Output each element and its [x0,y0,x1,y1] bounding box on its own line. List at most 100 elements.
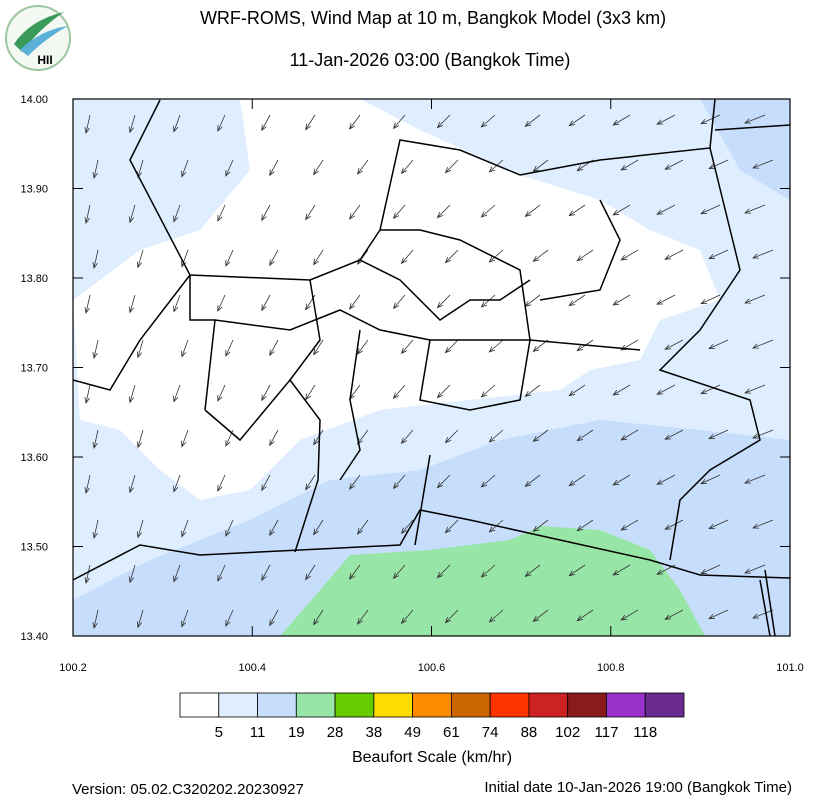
arrow [576,609,594,622]
arrow [524,204,541,217]
colorbar-label: 49 [404,724,421,741]
arrow [612,384,631,396]
x-tick-label: 100.2 [59,662,87,674]
colorbar-label: 19 [288,724,305,741]
arrow [356,609,369,625]
colorbar: 5 11 19 28 38 49 61 74 88 102 117 118 [179,692,685,741]
arrow [480,384,496,398]
arrow [752,609,774,619]
arrow [348,294,361,310]
arrow [524,474,541,487]
title: WRF-ROMS, Wind Map at 10 m, Bangkok Mode… [200,8,666,28]
arrow [181,519,189,538]
arrow [392,294,406,310]
arrow [136,339,144,359]
arrow [612,294,631,306]
arrow [305,474,316,491]
colorbar-title: Beaufort Scale (km/hr) [352,749,512,766]
arrow [444,249,459,264]
arrow [744,204,766,214]
arrow [620,249,639,261]
arrow [436,204,451,219]
arrow [181,159,189,178]
arrow [92,429,99,450]
arrow [612,114,631,126]
arrow [664,609,684,620]
arrow [708,339,729,350]
arrow [444,609,459,624]
colorbar-swatch [450,692,491,718]
arrow [444,429,459,444]
arrow [744,294,766,304]
arrow [181,609,189,628]
arrow [488,249,504,263]
arrow [392,564,406,580]
wind-arrows [84,114,774,630]
arrow [356,519,369,535]
arrow [568,114,586,127]
colorbar-swatch [412,692,452,718]
x-tick-label: 101.0 [776,662,804,674]
arrow [392,474,406,490]
x-tick-label: 100.4 [238,662,266,674]
colorbar-label: 5 [215,724,223,741]
arrow [217,474,226,492]
arrow [128,564,136,584]
arrow [568,384,586,397]
arrow [488,159,504,173]
arrow [436,114,451,129]
colorbar-swatch [489,692,530,718]
arrow [92,159,99,180]
colorbar-label: 117 [595,724,619,741]
arrow [84,564,91,585]
arrow [225,519,234,537]
arrow [128,114,136,134]
x-tick-label: 100.6 [418,662,446,674]
arrow [664,159,684,170]
arrow [620,429,639,441]
arrow [568,294,586,307]
y-tick-label: 13.50 [20,542,48,554]
arrow [217,294,226,312]
arrow [708,609,729,620]
arrow [348,114,361,130]
colorbar-swatch [295,692,336,718]
arrow [480,204,496,218]
arrow [656,384,676,395]
arrow [612,204,631,216]
arrow [620,159,639,171]
arrow [700,294,721,305]
colorbar-swatch [644,692,685,718]
arrow [181,339,189,358]
colorbar-swatch [373,692,414,718]
colorbar-swatch [179,692,220,718]
arrow [84,384,91,405]
arrow [400,429,414,445]
arrow [313,339,324,356]
arrow [261,294,271,312]
arrow [217,204,226,222]
initial-date: Initial date 10-Jan-2026 19:00 (Bangkok … [484,779,792,796]
arrow [225,159,234,177]
arrow [305,204,316,221]
arrow [488,609,504,623]
arrow [656,204,676,215]
arrow [173,384,181,403]
arrow [612,474,631,486]
arrow [532,609,549,622]
arrow [524,384,541,397]
logo-text: HII [37,53,52,67]
arrow [700,474,721,485]
arrow [136,429,144,449]
arrow [348,474,361,490]
y-tick-label: 13.70 [20,363,48,375]
arrow [524,564,541,577]
arrow [436,384,451,399]
arrow [744,474,766,484]
arrow [752,429,774,439]
arrow [392,114,406,130]
arrow [708,249,729,260]
arrow [700,384,721,395]
arrow [752,519,774,529]
arrow [664,339,684,350]
